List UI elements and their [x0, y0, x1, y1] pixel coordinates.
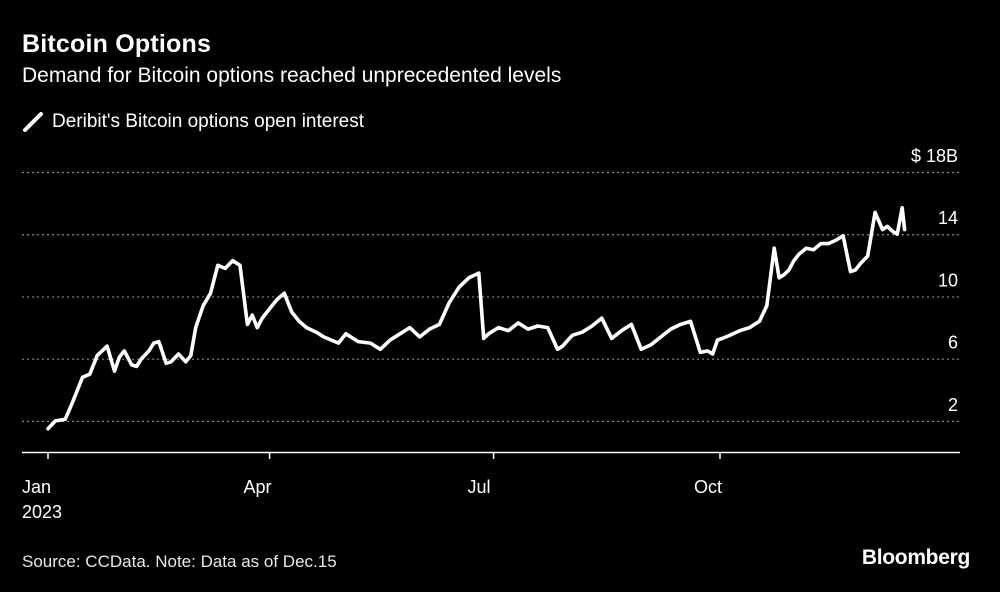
series-layer [46, 206, 907, 431]
bloomberg-logo: Bloomberg [861, 546, 970, 569]
x-tick-label-apr: Apr [244, 477, 272, 497]
y-tick-label-10: 10 [938, 270, 958, 290]
x-tick-label-jan: Jan [22, 477, 51, 497]
legend-label: Deribit's Bitcoin options open interest [52, 111, 365, 132]
y-axis-labels: 2 6 10 14 $ 18B [911, 146, 958, 415]
legend: Deribit's Bitcoin options open interest [22, 111, 364, 133]
series-line-0 [46, 206, 907, 431]
y-tick-label-6: 6 [948, 333, 958, 353]
chart-title: Bitcoin Options [22, 30, 212, 58]
x-tick-label-jul: Jul [468, 477, 491, 497]
x-tick-sublabel-jan: 2023 [22, 502, 62, 522]
y-tick-label-2: 2 [948, 395, 958, 415]
y-tick-label-14: 14 [938, 208, 958, 228]
grid-lines [22, 171, 960, 422]
x-axis [22, 451, 960, 459]
x-axis-labels: Jan 2023 Apr Jul Oct [22, 477, 722, 522]
y-tick-label-18: $ 18B [911, 146, 958, 166]
x-tick-label-oct: Oct [694, 477, 722, 497]
legend-swatch-icon [23, 112, 43, 132]
source-note: Source: CCData. Note: Data as of Dec.15 [22, 552, 337, 571]
chart-subtitle: Demand for Bitcoin options reached unpre… [22, 64, 562, 87]
